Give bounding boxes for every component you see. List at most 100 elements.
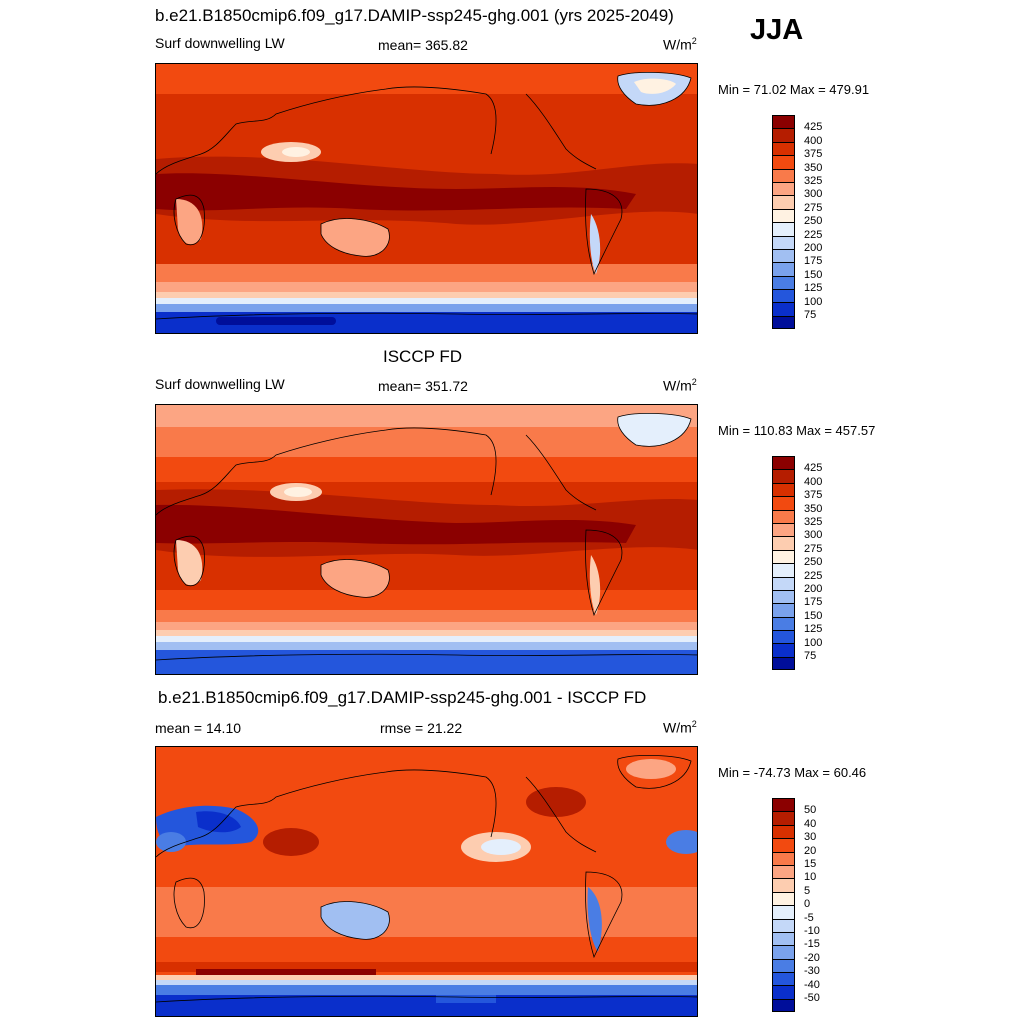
colorbar-tick-label: -50 xyxy=(804,992,820,1004)
colorbar-tick-label: 200 xyxy=(804,242,823,254)
colorbar-segment xyxy=(772,469,795,483)
panel-2-variable-label: Surf downwelling LW xyxy=(155,376,285,392)
colorbar-segment xyxy=(772,589,795,604)
colorbar-segment xyxy=(772,878,795,892)
colorbar-segment xyxy=(772,115,795,129)
panel-2-units: W/m2 xyxy=(663,377,697,394)
colorbar-segment xyxy=(772,262,795,276)
colorbar-segment xyxy=(772,496,795,510)
colorbar-tick-label: 225 xyxy=(804,228,823,241)
colorbar-segment xyxy=(772,549,795,564)
colorbar-segment xyxy=(772,972,795,986)
panel-1-minmax: Min = 71.02 Max = 479.91 xyxy=(718,82,870,97)
colorbar-tick-label: 250 xyxy=(804,215,823,228)
colorbar-segment xyxy=(772,509,795,523)
colorbar-segment xyxy=(772,931,795,946)
colorbar-tick-label: 100 xyxy=(804,636,823,649)
colorbar-tick-label: 15 xyxy=(804,858,817,870)
colorbar-segment xyxy=(772,536,795,550)
colorbar-segment xyxy=(772,918,795,932)
panel-2-map xyxy=(155,404,698,675)
colorbar-tick-label: 275 xyxy=(804,542,823,555)
panel-1-mean-label: mean= 365.82 xyxy=(378,37,468,53)
colorbar-tick-label: 150 xyxy=(804,268,823,281)
colorbar-segment xyxy=(772,998,795,1013)
colorbar-tick-label: -40 xyxy=(804,978,820,991)
panel-3-colorbar xyxy=(772,798,795,1013)
colorbar-tick-label: 125 xyxy=(804,282,823,295)
colorbar-tick-label: 300 xyxy=(804,188,823,201)
colorbar-tick-label: 200 xyxy=(804,583,823,595)
colorbar-tick-label: 425 xyxy=(804,462,823,475)
colorbar-tick-label: 400 xyxy=(804,134,823,147)
colorbar-segment xyxy=(772,811,795,825)
panel-2-title: ISCCP FD xyxy=(383,347,463,366)
colorbar-tick-label: -5 xyxy=(804,911,814,924)
colorbar-segment xyxy=(772,275,795,290)
colorbar-segment xyxy=(772,208,795,223)
colorbar-segment xyxy=(772,891,795,906)
colorbar-segment xyxy=(772,643,795,657)
colorbar-tick-label: 125 xyxy=(804,623,823,636)
colorbar-segment xyxy=(772,141,795,156)
colorbar-tick-label: 325 xyxy=(804,175,823,187)
colorbar-tick-label: 300 xyxy=(804,529,823,542)
panel-1-title: b.e21.B1850cmip6.f09_g17.DAMIP-ssp245-gh… xyxy=(155,6,674,25)
colorbar-tick-label: 400 xyxy=(804,475,823,488)
colorbar-tick-label: 0 xyxy=(804,898,811,911)
colorbar-segment xyxy=(772,985,795,999)
panel-3-title: b.e21.B1850cmip6.f09_g17.DAMIP-ssp245-gh… xyxy=(158,688,647,707)
colorbar-segment xyxy=(772,603,795,617)
colorbar-segment xyxy=(772,838,795,852)
colorbar-tick-label: 175 xyxy=(804,255,823,268)
colorbar-tick-label: 75 xyxy=(804,650,817,662)
panel-2-mean-label: mean= 351.72 xyxy=(378,378,468,394)
colorbar-segment xyxy=(772,195,795,209)
colorbar-segment xyxy=(772,630,795,644)
panel-1-variable-label: Surf downwelling LW xyxy=(155,35,285,51)
colorbar-segment xyxy=(772,563,795,577)
panel-2-minmax: Min = 110.83 Max = 457.57 xyxy=(718,423,876,438)
colorbar-segment xyxy=(772,222,795,236)
colorbar-tick-label: 325 xyxy=(804,516,823,528)
colorbar-segment xyxy=(772,456,795,470)
colorbar-tick-label: 10 xyxy=(804,871,817,884)
season-label: JJA xyxy=(750,14,804,46)
colorbar-tick-label: -15 xyxy=(804,938,820,951)
colorbar-segment xyxy=(772,289,795,303)
colorbar-tick-label: 375 xyxy=(804,489,823,502)
colorbar-tick-label: 40 xyxy=(804,817,817,830)
colorbar-segment xyxy=(772,482,795,497)
colorbar-tick-label: -20 xyxy=(804,951,820,964)
panel-1-colorbar xyxy=(772,115,795,330)
panel-3-mean-label: mean = 14.10 xyxy=(155,720,242,736)
panel-1-map xyxy=(155,63,698,334)
colorbar-segment xyxy=(772,302,795,316)
colorbar-tick-label: 150 xyxy=(804,609,823,622)
panel-3-units: W/m2 xyxy=(663,719,697,736)
colorbar-tick-label: 75 xyxy=(804,309,817,321)
colorbar-segment xyxy=(772,315,795,330)
colorbar-segment xyxy=(772,864,795,879)
colorbar-tick-label: -30 xyxy=(804,965,820,978)
colorbar-tick-label: 20 xyxy=(804,844,817,857)
colorbar-tick-label: 425 xyxy=(804,121,823,134)
colorbar-segment xyxy=(772,824,795,839)
colorbar-segment xyxy=(772,798,795,812)
panel-3-rmse-label: rmse = 21.22 xyxy=(380,720,463,736)
colorbar-tick-label: 30 xyxy=(804,831,817,844)
colorbar-segment xyxy=(772,945,795,959)
colorbar-segment xyxy=(772,235,795,249)
colorbar-tick-label: -10 xyxy=(804,925,820,937)
colorbar-tick-label: 275 xyxy=(804,201,823,214)
colorbar-segment xyxy=(772,128,795,142)
panel-3-map xyxy=(155,746,698,1017)
colorbar-segment xyxy=(772,155,795,169)
panel-1-units: W/m2 xyxy=(663,36,697,53)
colorbar-tick-label: 175 xyxy=(804,596,823,609)
colorbar-tick-label: 350 xyxy=(804,502,823,515)
colorbar-segment xyxy=(772,851,795,865)
panel-2-colorbar xyxy=(772,456,795,671)
colorbar-tick-label: 5 xyxy=(804,884,811,897)
colorbar-tick-label: 50 xyxy=(804,804,817,817)
